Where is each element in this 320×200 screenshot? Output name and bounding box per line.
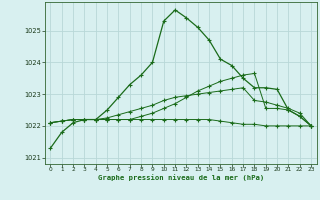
X-axis label: Graphe pression niveau de la mer (hPa): Graphe pression niveau de la mer (hPa) <box>98 174 264 181</box>
